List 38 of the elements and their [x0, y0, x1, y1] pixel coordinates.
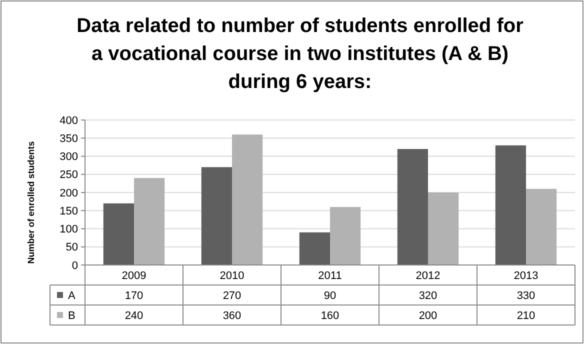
data-label: 270 — [222, 290, 242, 302]
y-tick-label: 0 — [72, 260, 78, 272]
y-tick-label: 250 — [60, 169, 78, 182]
data-label: 330 — [516, 290, 536, 302]
x-tick-label: 2010 — [220, 270, 244, 282]
data-label: 90 — [324, 290, 336, 302]
y-tick-label: 300 — [60, 151, 78, 164]
data-label: 200 — [418, 310, 438, 322]
bar — [201, 167, 232, 265]
legend-label: B — [68, 310, 76, 322]
x-tick-label: 2012 — [416, 270, 440, 282]
bar — [526, 188, 557, 265]
bar — [103, 203, 134, 265]
bar — [330, 207, 361, 265]
legend-label: A — [68, 290, 76, 302]
x-tick-label: 2009 — [122, 270, 146, 282]
y-tick-label: 200 — [60, 187, 78, 200]
y-tick-label: 50 — [66, 242, 78, 254]
data-label: 240 — [124, 310, 144, 322]
data-label: 210 — [516, 310, 536, 322]
y-axis-title: Number of enrolled students — [26, 141, 36, 264]
x-tick-label: 2013 — [514, 270, 538, 282]
data-label: 360 — [222, 310, 242, 322]
bar — [495, 145, 526, 265]
bar — [232, 134, 263, 265]
x-tick-label: 2011 — [318, 270, 342, 282]
chart-title: Data related to number of students enrolled for a vocational course in two institutes (A & B) during 6 years: — [76, 15, 524, 93]
bar — [397, 149, 428, 265]
bar — [299, 232, 330, 265]
y-tick-label: 100 — [60, 224, 78, 236]
bar — [428, 192, 459, 265]
y-tick-label: 350 — [60, 132, 78, 145]
bar — [134, 178, 165, 265]
y-tick-label: 400 — [60, 114, 78, 127]
data-label: 170 — [124, 290, 144, 302]
data-label: 160 — [320, 310, 340, 322]
data-label: 320 — [418, 290, 438, 302]
y-tick-label: 150 — [60, 205, 78, 218]
